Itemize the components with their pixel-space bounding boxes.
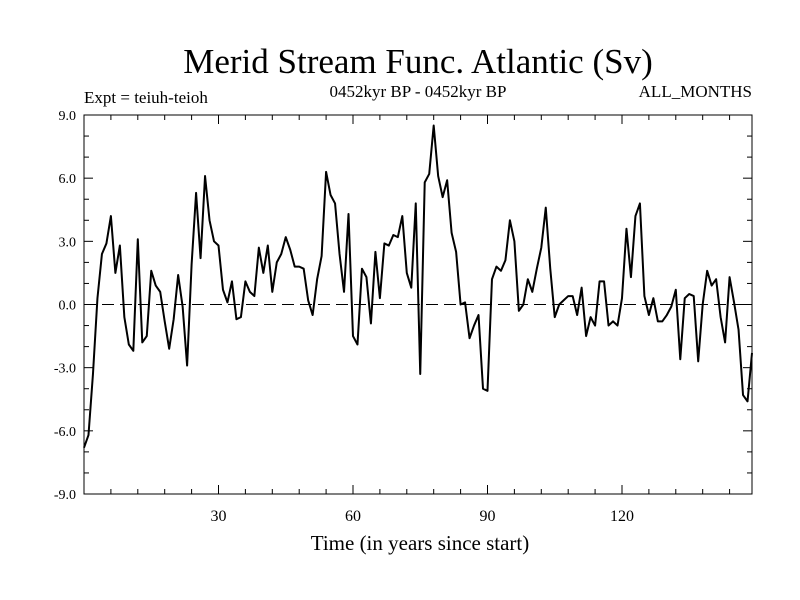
- chart-title: Merid Stream Func. Atlantic (Sv): [183, 42, 653, 81]
- series-line-stream-function: [83, 124, 753, 449]
- x-axis-ticks: 30 60 90 120: [110, 115, 731, 525]
- y-tick-label: 9.0: [59, 109, 77, 124]
- y-tick-label: -6.0: [54, 425, 76, 440]
- x-tick-label: 30: [210, 508, 226, 525]
- y-tick-label: 6.0: [59, 172, 77, 187]
- period-label: 0452kyr BP - 0452kyr BP: [330, 82, 507, 101]
- x-tick-label: 90: [479, 508, 495, 525]
- y-tick-label: 3.0: [59, 235, 77, 250]
- y-tick-label: 0.0: [59, 299, 77, 314]
- experiment-label: Expt = teiuh-teioh: [84, 88, 208, 107]
- x-tick-label: 60: [345, 508, 361, 525]
- x-axis-label: Time (in years since start): [311, 531, 530, 555]
- months-label: ALL_MONTHS: [639, 82, 752, 101]
- x-tick-label: 120: [610, 508, 634, 525]
- y-tick-label: -3.0: [54, 362, 76, 377]
- plot-frame: [83, 114, 753, 495]
- y-tick-label: -9.0: [54, 488, 76, 503]
